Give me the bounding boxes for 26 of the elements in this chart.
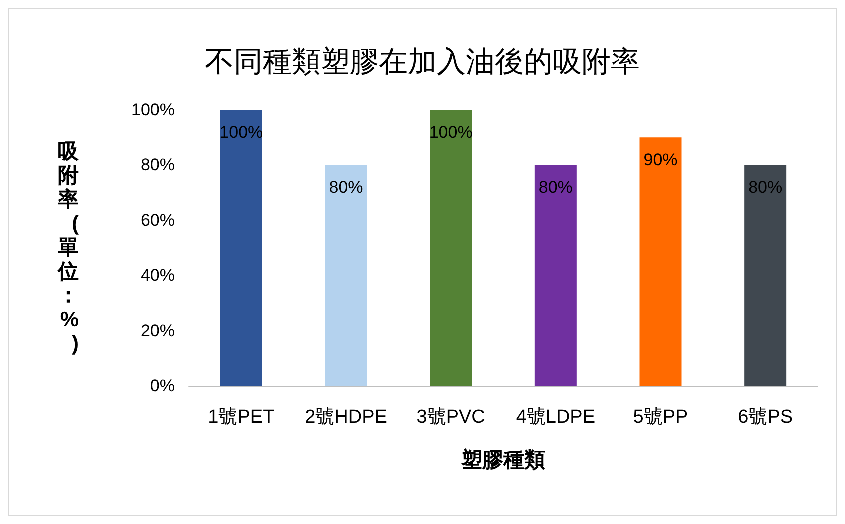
x-tick-label: 1號PET (208, 407, 276, 428)
y-tick-label: 40% (140, 266, 175, 286)
x-tick-label: 3號PVC (416, 407, 486, 428)
bar (744, 165, 787, 386)
text: 吸附率(單位：%) (58, 140, 79, 356)
data-label: 80% (748, 178, 783, 198)
bar (220, 110, 262, 386)
x-axis-title: 塑膠種類 (460, 448, 546, 472)
x-tick-label: 2號HDPE (305, 407, 388, 428)
bar (325, 165, 368, 386)
bar (640, 138, 682, 386)
y-tick-label: 20% (140, 321, 175, 340)
chart-title: 不同種類塑膠在加入油後的吸附率 (205, 46, 640, 78)
x-tick-label: 5號PP (633, 407, 688, 428)
y-tick-label: 80% (140, 156, 175, 175)
y-tick-label: 60% (140, 210, 175, 230)
data-label: 80% (329, 178, 364, 198)
bar (430, 110, 472, 386)
data-label: 80% (538, 178, 573, 198)
y-tick-label: 0% (150, 376, 175, 396)
x-tick-label: 4號LDPE (516, 407, 596, 428)
data-label: 100% (220, 123, 264, 142)
data-label: 90% (644, 150, 678, 170)
bar (534, 165, 577, 386)
x-tick-label: 6號PS (738, 407, 794, 428)
y-tick-label: 100% (132, 100, 175, 120)
